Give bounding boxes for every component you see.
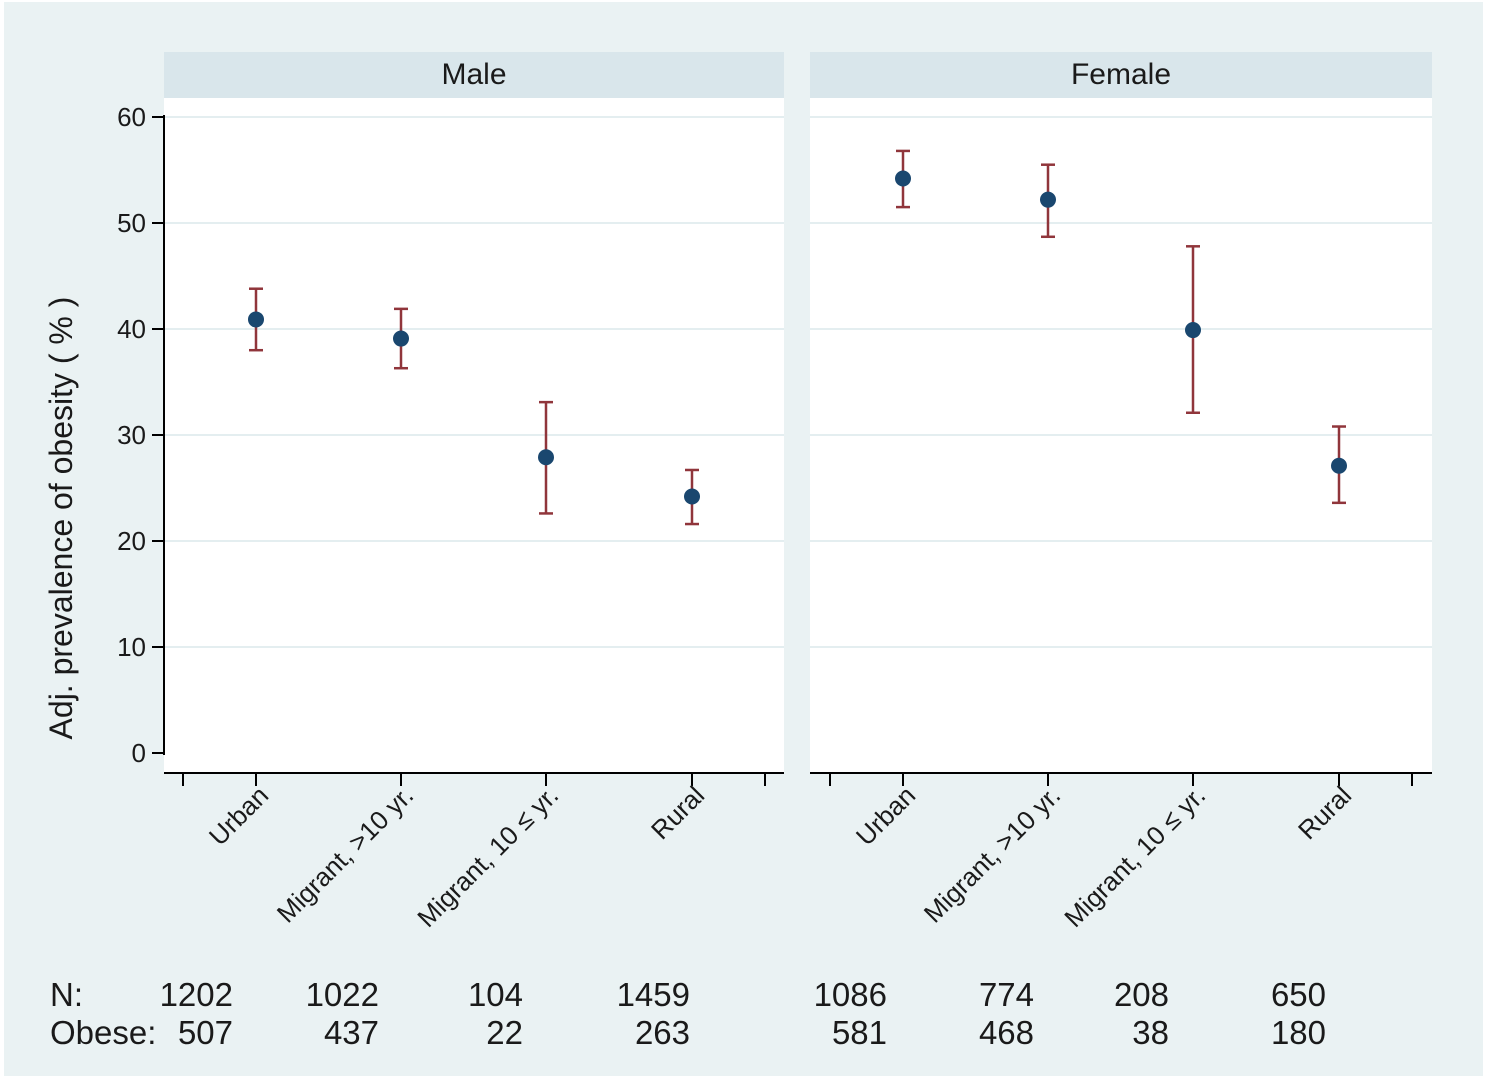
gridlines <box>164 116 784 648</box>
panel-title: Male <box>441 58 506 91</box>
count-n: 650 <box>1271 976 1326 1013</box>
gridlines <box>810 116 1432 648</box>
data-point <box>538 449 554 466</box>
y-tick-label: 20 <box>117 526 146 556</box>
count-obese: 263 <box>635 1014 690 1051</box>
y-tick-label: 60 <box>117 102 146 132</box>
count-n: 1086 <box>814 976 887 1013</box>
points <box>895 170 1347 474</box>
count-obese: 507 <box>178 1014 233 1051</box>
y-tick-label: 30 <box>117 420 146 450</box>
y-tick-label: 10 <box>117 632 146 662</box>
data-point <box>684 488 700 505</box>
count-n: 1459 <box>617 976 690 1013</box>
count-obese: 38 <box>1132 1014 1169 1051</box>
count-obese: 22 <box>486 1014 523 1051</box>
y-axis: 0 10 20 30 40 50 60 <box>117 102 165 768</box>
counts-table: N: Obese: 1202 1022 104 1459 507 437 22 263 1086… <box>50 976 1326 1051</box>
y-axis-label: Adj. prevalence of obesity ( % ) <box>43 297 79 740</box>
panel-strip <box>810 52 1432 98</box>
data-point <box>1331 457 1347 474</box>
x-axis <box>164 772 784 786</box>
y-tick-label: 0 <box>132 738 146 768</box>
count-n: 208 <box>1114 976 1169 1013</box>
row-label-n: N: <box>50 976 83 1013</box>
panel-title: Female <box>1071 58 1171 91</box>
count-obese: 437 <box>324 1014 379 1051</box>
panel-strip <box>164 52 784 98</box>
data-point <box>248 311 264 328</box>
x-axis <box>810 772 1432 786</box>
count-n: 104 <box>468 976 523 1013</box>
row-label-obese: Obese: <box>50 1014 156 1051</box>
counts-values: 1202 1022 104 1459 507 437 22 263 1086 774 208 650 5… <box>160 976 1326 1051</box>
y-tick-label: 50 <box>117 208 146 238</box>
data-point <box>895 170 911 187</box>
data-point <box>1185 322 1201 339</box>
count-n: 1202 <box>160 976 233 1013</box>
count-n: 774 <box>979 976 1034 1013</box>
points <box>248 311 700 505</box>
count-n: 1022 <box>306 976 379 1013</box>
y-tick-label: 40 <box>117 314 146 344</box>
count-obese: 581 <box>832 1014 887 1051</box>
count-obese: 180 <box>1271 1014 1326 1051</box>
data-point <box>393 330 409 347</box>
count-obese: 468 <box>979 1014 1034 1051</box>
data-point <box>1040 191 1056 208</box>
